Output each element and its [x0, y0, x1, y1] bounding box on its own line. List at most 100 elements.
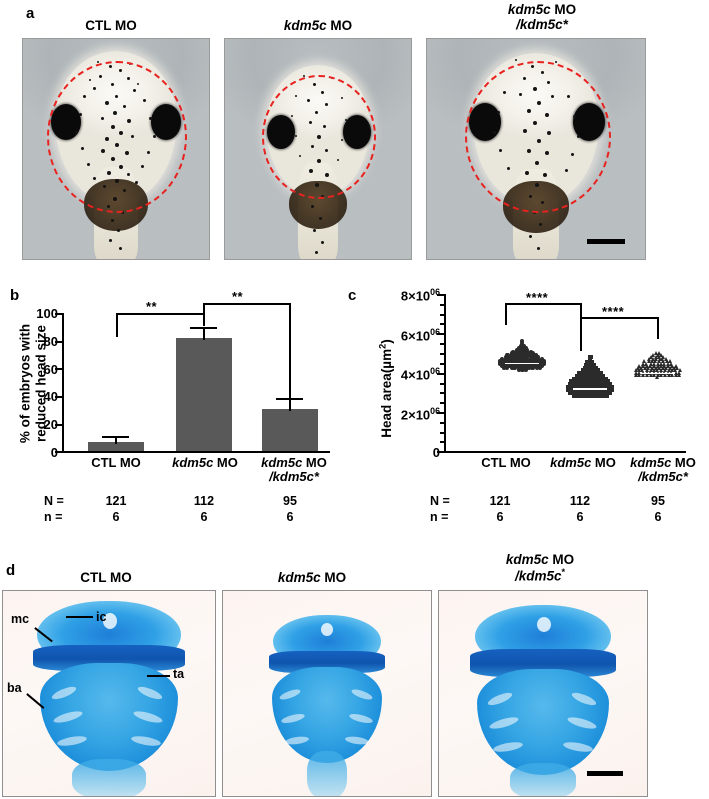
panel-c-y-axis-label-sup: 2	[377, 343, 388, 349]
scatter-point	[661, 355, 666, 360]
scatter-point	[582, 382, 587, 387]
scatter-point	[590, 382, 595, 387]
scatter-point	[589, 376, 594, 382]
panel-c-minor-tick	[440, 441, 444, 443]
panel-c-ytick-6e6-text: 6×10	[400, 328, 431, 344]
scatter-point	[673, 372, 678, 377]
panel-c-tick-8e6	[437, 294, 444, 297]
scatter-point	[597, 382, 602, 387]
panel-d-label-kdm5c-mo: kdm5c MO	[232, 570, 392, 585]
panel-d-label-kdm5c-rescue: kdm5c MO /kdm5c*	[450, 552, 630, 584]
scatter-point	[655, 368, 660, 373]
scatter-point	[586, 390, 591, 395]
panel-c-ytick-6e6-exp: 06	[430, 327, 440, 337]
scatter-point	[671, 366, 676, 371]
panel-a-photo-kdm5c-rescue	[426, 38, 646, 260]
panel-b-ytick-20: 20	[43, 417, 58, 432]
panel-b-error-kdm5c-rescue-cap	[276, 398, 303, 400]
panel-d-label-rescue-sup: *	[561, 567, 566, 578]
panel-a-label-ctl-mo-text: CTL MO	[85, 18, 137, 33]
scatter-point	[659, 363, 664, 368]
scatter-point	[587, 379, 593, 384]
scatter-point	[583, 368, 589, 373]
scatter-point	[591, 379, 596, 384]
panel-c-tick-4e6	[437, 373, 444, 376]
panel-d-label-rescue-l2i: /kdm5c	[514, 568, 562, 584]
panel-b-xtick-kdm5c-rescue: kdm5c MO /kdm5c*	[248, 455, 340, 485]
scatter-point	[648, 361, 653, 366]
scatter-point	[585, 393, 591, 398]
scatter-point	[582, 365, 587, 371]
scatter-point	[653, 366, 658, 371]
panel-b-bar-kdm5c-mo	[176, 338, 232, 451]
head-region-outline	[465, 61, 611, 213]
scatter-point	[658, 361, 663, 366]
scatter-point	[585, 365, 591, 371]
panel-d-leader-ta	[147, 675, 170, 677]
panel-c-count-N-rescue: 95	[651, 494, 665, 508]
scatter-point	[578, 390, 584, 395]
panel-b-xtick-rescue-l2i: /kdm5c*	[269, 469, 319, 485]
scatter-point	[645, 366, 650, 371]
panel-c-minor-tick	[440, 353, 444, 355]
panel-c-sig-bracket-2-top	[580, 317, 658, 319]
scatter-point	[662, 368, 667, 373]
scatter-point	[641, 361, 646, 366]
panel-d-annotation-mc: mc	[11, 612, 30, 626]
panel-c-tick-2e6	[437, 412, 444, 415]
panel-d-annotation-ta: ta	[173, 667, 185, 681]
panel-b-ytick-40: 40	[43, 389, 58, 404]
panel-b-sig-bracket-2-left	[203, 303, 205, 314]
scatter-point	[580, 371, 585, 376]
scatter-point	[646, 359, 651, 364]
scatter-point	[582, 393, 588, 398]
cartilage-gap	[537, 617, 551, 632]
scatter-point	[600, 382, 605, 387]
scatter-point	[592, 382, 598, 387]
scatter-point	[580, 379, 586, 384]
panel-b-xtick-kdm5c-mo-italic: kdm5c	[172, 455, 214, 470]
scatter-point	[609, 387, 615, 393]
scatter-point	[575, 393, 580, 398]
panel-a-label-rescue-l1p: MO	[550, 2, 577, 17]
scatter-point	[589, 360, 594, 365]
scatter-point	[655, 363, 660, 368]
scatter-point	[591, 385, 597, 390]
scatter-point	[650, 359, 655, 364]
scatter-point	[594, 385, 599, 390]
scatter-point	[577, 379, 582, 384]
scatter-point	[593, 373, 598, 379]
panel-c-ytick-2e6-text: 2×10	[400, 407, 431, 423]
scatter-point	[584, 371, 589, 376]
panel-b-sig-star-1: **	[146, 299, 158, 314]
scatter-point	[662, 372, 667, 377]
head-region-outline	[47, 61, 187, 213]
scatter-point	[648, 368, 653, 373]
scatter-point	[566, 387, 571, 393]
panel-a-label-ctl-mo: CTL MO	[36, 18, 186, 33]
panel-b-tick-40	[55, 396, 62, 399]
panel-b-count-n-ctl: 6	[112, 510, 120, 524]
scatter-point	[578, 376, 583, 382]
scatter-point	[634, 370, 638, 375]
panel-b-ytick-80: 80	[43, 334, 58, 349]
panel-b-ytick-100: 100	[36, 306, 58, 321]
scatter-point	[605, 379, 610, 384]
panel-b-bar-ctl-mo	[88, 442, 144, 451]
scatter-point	[604, 382, 609, 387]
scatter-point	[648, 372, 653, 377]
scatter-point	[664, 359, 669, 364]
scatter-point	[605, 385, 611, 390]
panel-c-ytick-8e6-text: 8×10	[400, 288, 431, 304]
scatter-point	[500, 356, 505, 362]
scatter-point	[596, 393, 601, 398]
scatter-point	[600, 390, 605, 395]
scatter-point	[591, 362, 596, 368]
scatter-point	[526, 365, 531, 370]
panel-b-letter: b	[10, 287, 20, 304]
scatter-point	[586, 373, 591, 379]
scatter-point	[637, 363, 642, 368]
panel-a-photo-kdm5c-mo	[224, 38, 412, 260]
scatter-point	[571, 382, 576, 387]
scatter-point	[576, 371, 582, 376]
